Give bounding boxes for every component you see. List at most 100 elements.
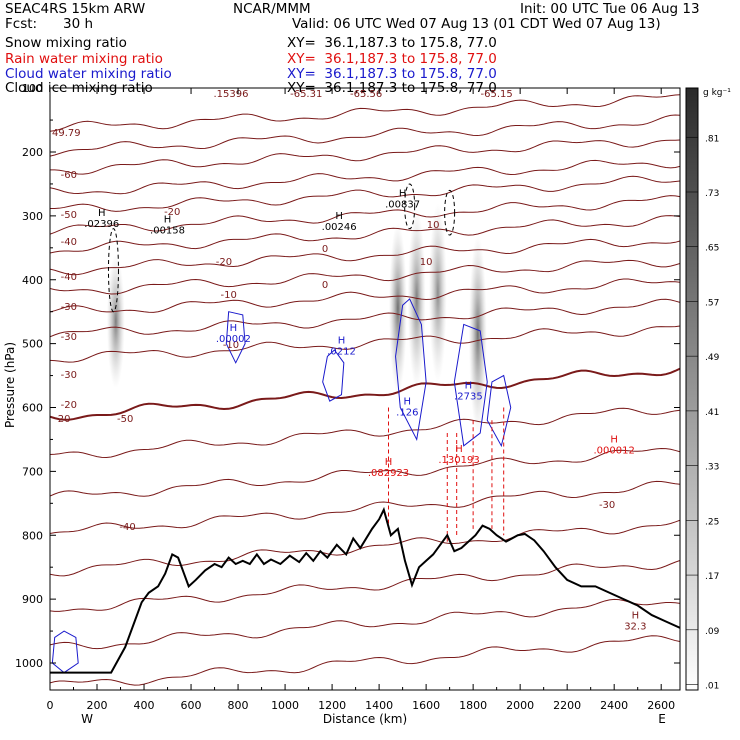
- isotherm: [50, 635, 680, 686]
- isotherm: [50, 259, 680, 295]
- colorbar: [685, 87, 699, 691]
- west-label: W: [81, 712, 93, 726]
- isotherm-label: -10: [220, 290, 236, 301]
- colorbar-label: .09: [705, 627, 720, 637]
- isotherm: [50, 195, 680, 235]
- colorbar-label: .49: [705, 353, 720, 363]
- snow-contour: [107, 228, 119, 313]
- extremum-value: .0212: [327, 347, 356, 358]
- extremum-value: .130193: [438, 455, 479, 466]
- y-tick-label: 200: [22, 146, 43, 159]
- colorbar-label: .01: [705, 682, 719, 692]
- terrain-line: [50, 506, 680, 674]
- y-tick-label: 400: [22, 274, 43, 287]
- y-tick-label: 300: [22, 210, 43, 223]
- extremum-value: .00002: [216, 334, 251, 345]
- extremum-marker: H: [404, 396, 412, 407]
- plot-frame: [49, 87, 681, 691]
- field-rain-xy: XY= 36.1,187.3 to 175.8, 77.0: [287, 51, 497, 67]
- colorbar-label: .73: [705, 189, 719, 199]
- isotherm-label: 0: [322, 244, 328, 255]
- isotherm: [50, 598, 680, 650]
- field-cloud-xy: XY= 36.1,187.3 to 175.8, 77.0: [287, 66, 497, 82]
- cloud-water-contour: [225, 311, 246, 364]
- center-label: NCAR/MMM: [233, 1, 311, 17]
- extremum-marker: H: [399, 189, 407, 200]
- cloud-water-contour: [486, 374, 512, 448]
- x-tick-label: 200: [87, 699, 108, 712]
- snow-shading: [388, 222, 407, 395]
- isotherm: [50, 278, 680, 313]
- corner-contour-label: 49.79: [52, 128, 81, 139]
- field-cloud-name: Cloud water mixing ratio: [5, 66, 172, 82]
- isotherm-label: -30: [61, 302, 77, 313]
- extremum-value: .00158: [150, 225, 185, 236]
- isotherm: [50, 298, 680, 338]
- field-snow-name: Snow mixing ratio: [5, 35, 127, 51]
- y-tick-label: 900: [22, 593, 43, 606]
- colorbar-unit: g kg⁻¹: [703, 88, 731, 98]
- x-axis-label: Distance (km): [323, 712, 407, 726]
- isotherm: [50, 175, 680, 212]
- x-tick-label: 2200: [553, 699, 581, 712]
- isotherm: [50, 447, 680, 497]
- init-time: Init: 00 UTC Tue 06 Aug 13: [520, 1, 700, 17]
- snow-shading: [468, 235, 487, 434]
- extremum-marker: H: [632, 610, 640, 621]
- isotherm-label: -60: [61, 170, 77, 181]
- x-tick-label: 400: [134, 699, 155, 712]
- colorbar-label: .33: [705, 463, 719, 473]
- extremum-marker: H: [338, 336, 346, 347]
- extremum-value: .00837: [385, 200, 420, 211]
- east-label: E: [658, 712, 666, 726]
- extremum-marker: H: [465, 380, 473, 391]
- extremum-value: .126: [396, 407, 418, 418]
- cloud-water-contour: [395, 298, 427, 442]
- isotherm-label: -20: [216, 257, 232, 268]
- isotherm-label: -40: [61, 237, 77, 248]
- isotherm-label: -50: [61, 210, 77, 221]
- x-tick-label: 1600: [412, 699, 440, 712]
- isotherm-label: -30: [61, 332, 77, 343]
- extremum-marker: H: [230, 323, 238, 334]
- y-tick-label: 800: [22, 529, 43, 542]
- y-tick-label: 700: [22, 465, 43, 478]
- y-axis-label: Pressure (hPa): [3, 342, 17, 428]
- isotherm-label: -30: [61, 370, 77, 381]
- x-tick-label: 1800: [459, 699, 487, 712]
- isotherm-label: -40: [119, 522, 135, 533]
- isotherm: [50, 215, 680, 254]
- x-tick-label: 0: [47, 699, 54, 712]
- snow-shading: [106, 254, 125, 389]
- isotherm-label: 10: [420, 257, 433, 268]
- extremum-value: .02396: [84, 219, 119, 230]
- isotherm-label: -50: [117, 414, 133, 425]
- isotherm: [50, 480, 680, 535]
- extremum-marker: H: [610, 435, 618, 446]
- isotherm-label: -10: [223, 340, 239, 351]
- snow-contour: [444, 189, 456, 236]
- y-tick-label: 500: [22, 338, 43, 351]
- x-tick-label: 1200: [318, 699, 346, 712]
- extremum-marker: H: [164, 214, 172, 225]
- extremum-value: .082923: [368, 468, 409, 479]
- isotherm-label: 10: [427, 220, 440, 231]
- extremum-value: 32.3: [624, 621, 646, 632]
- isotherm-label: -40: [61, 272, 77, 283]
- y-tick-label: 600: [22, 402, 43, 415]
- field-ice-xy: XY= 36.1,187.3 to 175.8, 77.0: [287, 80, 497, 96]
- isotherm-label: -20: [61, 400, 77, 411]
- isotherm: [50, 238, 680, 276]
- x-tick-label: 600: [181, 699, 202, 712]
- cloud-water-contour: [322, 349, 345, 402]
- fcst-label: Fcst:: [5, 16, 38, 32]
- extremum-marker: H: [335, 211, 343, 222]
- isotherm-label: 20: [58, 414, 71, 425]
- x-tick-label: 2600: [647, 699, 675, 712]
- cloud-water-contour: [453, 323, 488, 447]
- snow-contour: [404, 183, 416, 230]
- isotherm: [50, 94, 680, 132]
- x-tick-label: 1000: [271, 699, 299, 712]
- x-tick-label: 2000: [506, 699, 534, 712]
